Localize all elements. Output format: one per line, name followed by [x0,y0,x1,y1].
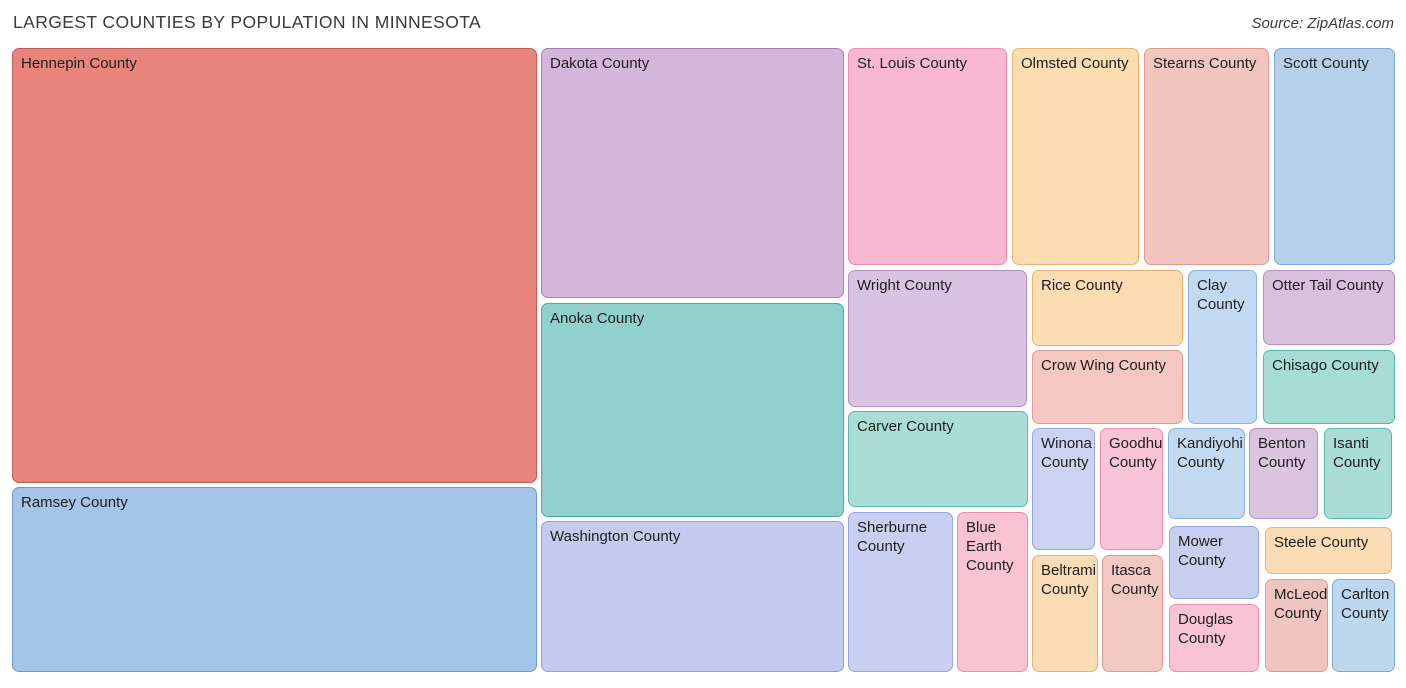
treemap-tile-hennepin-county[interactable]: Hennepin County [12,48,537,483]
tile-label: Douglas County [1178,611,1234,647]
treemap-tile-sherburne-county[interactable]: Sherburne County [848,512,953,672]
tile-label: Anoka County [550,310,645,327]
treemap-tile-crow-wing-county[interactable]: Crow Wing County [1032,350,1183,424]
treemap-tile-otter-tail-county[interactable]: Otter Tail County [1263,270,1395,345]
tile-label: Carlton County [1341,586,1390,622]
tile-label: Washington County [550,528,681,545]
treemap-tile-stearns-county[interactable]: Stearns County [1144,48,1269,265]
tile-label: St. Louis County [857,55,968,72]
tile-label: Wright County [857,277,952,294]
tile-label: Stearns County [1153,55,1257,72]
treemap-tile-ramsey-county[interactable]: Ramsey County [12,487,537,672]
treemap-tile-benton-county[interactable]: Benton County [1249,428,1318,519]
treemap-tile-mower-county[interactable]: Mower County [1169,526,1259,599]
treemap-tile-itasca-county[interactable]: Itasca County [1102,555,1163,672]
treemap-tile-washington-county[interactable]: Washington County [541,521,844,672]
treemap-tile-carlton-county[interactable]: Carlton County [1332,579,1395,672]
treemap-tile-mcleod-county[interactable]: McLeod County [1265,579,1328,672]
tile-label: Crow Wing County [1041,357,1167,374]
tile-label: Steele County [1274,534,1369,551]
treemap-tile-st-louis-county[interactable]: St. Louis County [848,48,1007,265]
tile-label: Kandiyohi County [1177,435,1243,471]
tile-label: Otter Tail County [1272,277,1384,294]
source-attribution: Source: ZipAtlas.com [1251,15,1394,32]
tile-label: McLeod County [1274,586,1328,622]
tile-label: Ramsey County [21,494,128,511]
treemap-tile-clay-county[interactable]: Clay County [1188,270,1257,424]
tile-label: Goodhue County [1109,435,1163,471]
tile-label: Rice County [1041,277,1123,294]
treemap-tile-goodhue-county[interactable]: Goodhue County [1100,428,1163,550]
treemap-tile-dakota-county[interactable]: Dakota County [541,48,844,298]
tile-label: Blue Earth County [966,519,1014,574]
treemap-tile-wright-county[interactable]: Wright County [848,270,1027,407]
treemap-tile-kandiyohi-county[interactable]: Kandiyohi County [1168,428,1245,519]
treemap-tile-blue-earth-county[interactable]: Blue Earth County [957,512,1028,672]
tile-label: Isanti County [1333,435,1381,471]
treemap-tile-douglas-county[interactable]: Douglas County [1169,604,1259,672]
tile-label: Beltrami County [1041,562,1097,598]
treemap-tile-rice-county[interactable]: Rice County [1032,270,1183,346]
treemap-tile-steele-county[interactable]: Steele County [1265,527,1392,574]
tile-label: Winona County [1041,435,1092,471]
chart-title: LARGEST COUNTIES BY POPULATION IN MINNES… [13,12,482,32]
tile-label: Scott County [1283,55,1369,72]
tile-label: Olmsted County [1021,55,1129,72]
tile-label: Chisago County [1272,357,1379,374]
tile-label: Sherburne County [857,519,928,555]
treemap-tile-olmsted-county[interactable]: Olmsted County [1012,48,1139,265]
tile-label: Carver County [857,418,954,435]
treemap-tile-winona-county[interactable]: Winona County [1032,428,1095,550]
treemap-tile-carver-county[interactable]: Carver County [848,411,1028,507]
tile-label: Benton County [1258,435,1306,471]
tile-label: Clay County [1197,277,1245,313]
treemap-tile-beltrami-county[interactable]: Beltrami County [1032,555,1098,672]
tile-label: Mower County [1178,533,1226,569]
treemap-tile-scott-county[interactable]: Scott County [1274,48,1395,265]
tile-label: Dakota County [550,55,650,72]
tile-label: Itasca County [1111,562,1159,598]
tile-label: Hennepin County [21,55,137,72]
treemap-tile-isanti-county[interactable]: Isanti County [1324,428,1392,519]
treemap-tile-anoka-county[interactable]: Anoka County [541,303,844,517]
treemap-tile-chisago-county[interactable]: Chisago County [1263,350,1395,424]
